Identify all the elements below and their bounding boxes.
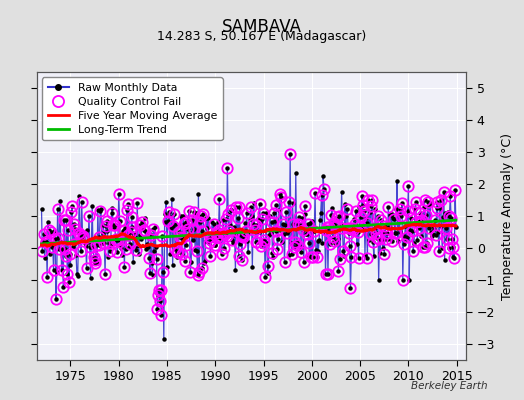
Text: Berkeley Earth: Berkeley Earth [411,381,487,391]
Y-axis label: Temperature Anomaly (°C): Temperature Anomaly (°C) [501,132,514,300]
Text: 14.283 S, 50.167 E (Madagascar): 14.283 S, 50.167 E (Madagascar) [157,30,367,43]
Legend: Raw Monthly Data, Quality Control Fail, Five Year Moving Average, Long-Term Tren: Raw Monthly Data, Quality Control Fail, … [42,78,223,140]
Text: SAMBAVA: SAMBAVA [222,18,302,36]
